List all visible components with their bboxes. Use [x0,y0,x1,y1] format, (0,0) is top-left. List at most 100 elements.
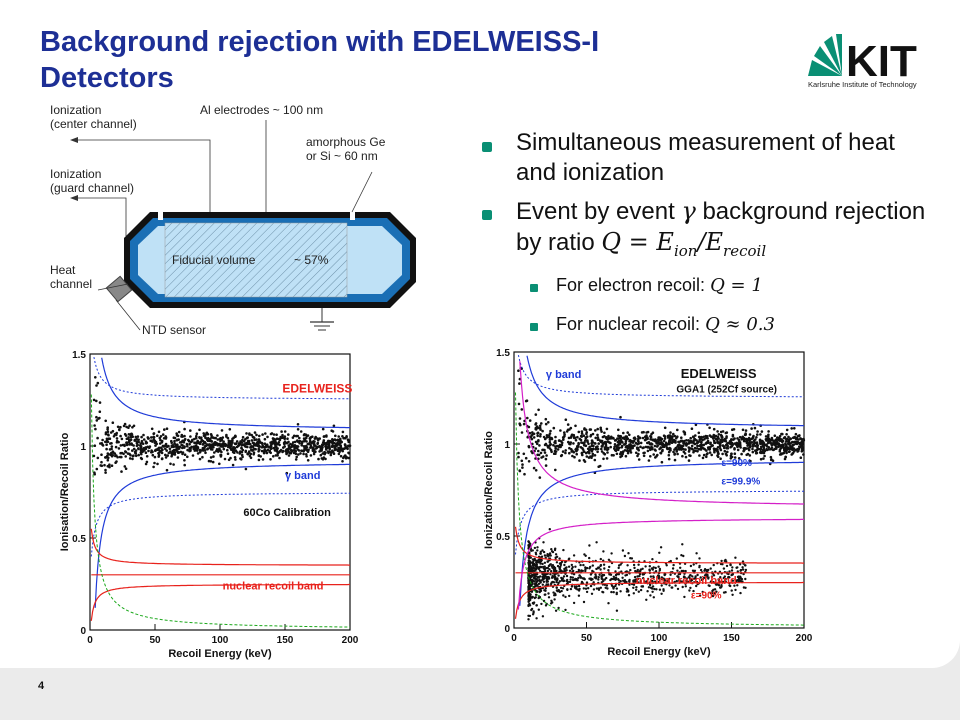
data-point [731,435,735,438]
data-point [802,453,805,456]
data-point [98,401,102,404]
x-tick-label: 150 [277,635,294,646]
data-point [240,441,244,444]
data-point [778,439,782,443]
data-point [595,575,598,578]
data-point [334,439,338,442]
data-point [729,454,733,458]
data-point [250,445,254,448]
data-point [164,453,167,457]
data-point [597,465,600,468]
data-point [564,449,567,452]
bullet-list: Simultaneous measurement of heat and ion… [480,128,940,352]
data-point [602,591,605,594]
data-point [269,458,272,461]
data-point [721,452,724,456]
data-point [646,580,649,583]
data-point [559,444,562,448]
y-axis-label: Ionisation/Recoil Ratio [59,432,71,551]
data-point [538,579,541,582]
data-point [104,440,107,444]
data-point [558,566,561,570]
x-tick-label: 150 [723,633,740,644]
data-point [592,444,595,448]
data-point [561,436,565,439]
data-point [719,439,722,442]
data-point [692,439,696,442]
data-point [759,450,763,453]
data-point [540,422,543,425]
data-point [539,565,542,569]
data-point [571,578,575,582]
data-point [629,568,632,572]
data-point [705,569,708,572]
data-point [636,568,639,572]
data-point [580,441,583,444]
data-point [538,590,541,594]
annotation-nuclear-band: nuclear recoil band [636,575,737,587]
x-tick-label: 200 [342,635,359,646]
data-point [765,447,768,451]
data-point [531,567,534,570]
data-point [301,449,304,453]
data-point [657,440,660,444]
data-point [619,440,622,444]
data-point [117,447,121,450]
data-point [553,594,556,597]
data-point [682,447,685,451]
data-point [755,441,759,444]
data-point [547,434,551,437]
data-point [623,579,627,582]
data-point [272,437,276,441]
data-point [107,456,110,460]
data-point [544,574,547,578]
data-point [635,588,638,591]
data-point [668,446,671,450]
data-point [587,587,590,590]
data-point [783,457,787,461]
data-point [544,464,548,467]
data-point [104,419,107,423]
data-point [700,578,704,582]
data-point [558,590,562,594]
data-point [554,468,557,472]
data-point [347,444,350,448]
data-point [99,442,102,445]
data-point [285,451,289,455]
data-point [550,437,554,441]
data-point [588,567,591,570]
data-point [621,452,624,456]
data-point [684,569,687,573]
data-point [334,434,337,438]
data-point [578,459,581,462]
data-point [695,439,698,442]
data-point [531,433,534,436]
data-point [709,567,712,570]
data-point [226,445,230,449]
data-point [296,423,300,426]
data-point [155,442,158,446]
data-point [787,440,791,444]
data-point [747,437,750,441]
data-point [767,430,770,433]
data-point [680,439,684,443]
data-point [783,449,786,453]
data-point [528,542,532,545]
data-point [725,443,728,447]
data-point [566,588,569,592]
data-point [339,441,342,444]
data-point [617,579,621,582]
data-point [667,457,671,461]
data-point [749,459,752,463]
data-point [582,600,586,604]
data-point [160,451,164,455]
data-point [691,575,694,578]
data-point [534,565,538,568]
data-point [198,457,202,461]
data-point [128,457,132,460]
data-point [345,446,349,450]
data-point [555,578,558,581]
data-point [576,588,579,591]
data-point [137,453,140,457]
data-point [610,590,613,594]
